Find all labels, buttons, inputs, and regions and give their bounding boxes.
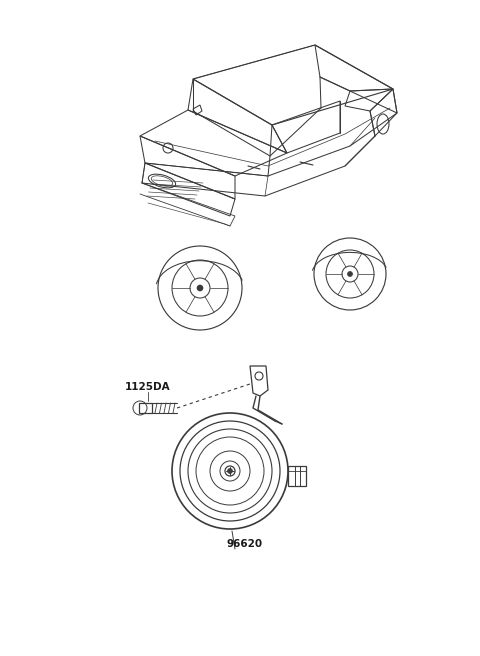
Text: 96620: 96620 <box>227 539 263 549</box>
Circle shape <box>348 272 352 276</box>
Text: 1125DA: 1125DA <box>125 382 171 392</box>
Circle shape <box>228 468 232 474</box>
Circle shape <box>197 285 203 291</box>
